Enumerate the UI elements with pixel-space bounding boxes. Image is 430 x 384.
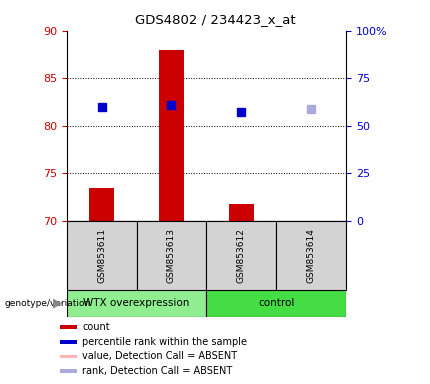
Bar (276, 221, 346, 290)
Bar (137, 221, 206, 290)
Text: GSM853612: GSM853612 (237, 228, 246, 283)
Bar (67, 290, 206, 317)
Text: GSM853611: GSM853611 (97, 228, 106, 283)
Text: rank, Detection Call = ABSENT: rank, Detection Call = ABSENT (82, 366, 233, 376)
Text: WTX overexpression: WTX overexpression (83, 298, 190, 308)
Bar (60, 354, 77, 358)
Bar (67, 221, 137, 290)
Text: value, Detection Call = ABSENT: value, Detection Call = ABSENT (82, 351, 237, 361)
Bar (89, 187, 114, 221)
Text: percentile rank within the sample: percentile rank within the sample (82, 337, 247, 347)
Text: ▶: ▶ (53, 297, 62, 310)
Bar (206, 290, 346, 317)
Text: GSM853613: GSM853613 (167, 228, 176, 283)
Bar (60, 325, 77, 329)
Bar (60, 369, 77, 373)
Bar (206, 221, 276, 290)
Bar (60, 340, 77, 344)
Text: control: control (258, 298, 295, 308)
Text: count: count (82, 322, 110, 332)
Bar (159, 50, 184, 221)
Text: GDS4802 / 234423_x_at: GDS4802 / 234423_x_at (135, 13, 295, 26)
Bar (229, 204, 254, 221)
Text: genotype/variation: genotype/variation (4, 299, 91, 308)
Text: GSM853614: GSM853614 (307, 228, 316, 283)
